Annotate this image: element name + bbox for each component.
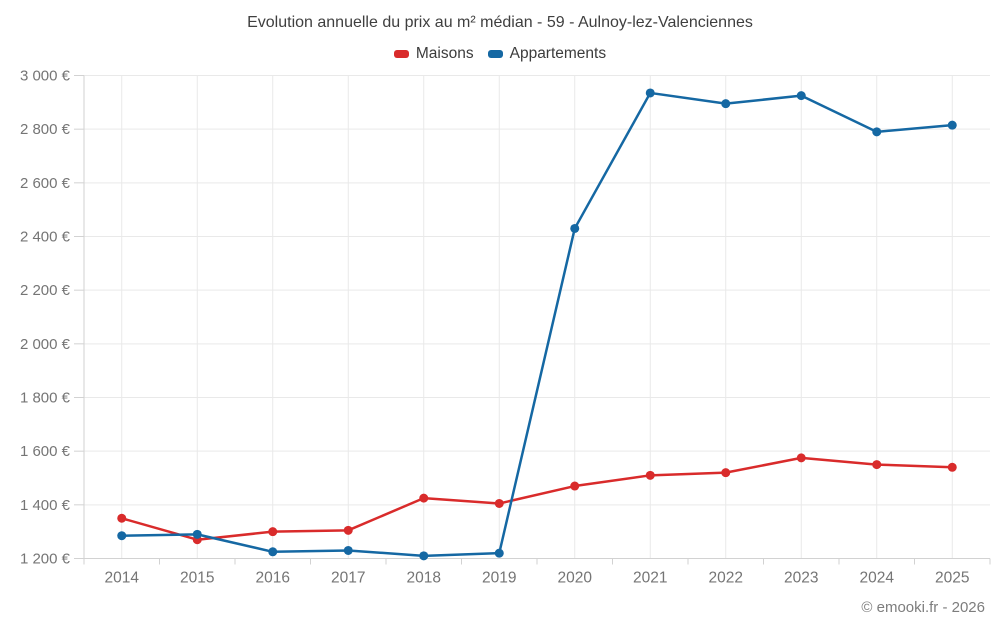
data-point-appartements[interactable] bbox=[494, 548, 504, 558]
x-tick-label: 2024 bbox=[860, 570, 895, 587]
legend-label-maisons: Maisons bbox=[415, 45, 474, 62]
data-point-maisons[interactable] bbox=[721, 468, 731, 478]
appartements-swatch-icon bbox=[487, 50, 503, 58]
legend-item-maisons[interactable]: Maisons bbox=[393, 45, 474, 63]
data-point-maisons[interactable] bbox=[872, 460, 882, 470]
chart-title: Evolution annuelle du prix au m² médian … bbox=[247, 14, 753, 31]
data-point-maisons[interactable] bbox=[419, 493, 429, 503]
x-tick-label: 2015 bbox=[180, 570, 214, 587]
data-point-appartements[interactable] bbox=[645, 88, 655, 98]
legend-label-appartements: Appartements bbox=[509, 45, 607, 62]
y-tick-label: 3 000 € bbox=[20, 68, 71, 85]
x-tick-label: 2016 bbox=[256, 570, 290, 587]
chart-legend: Maisons Appartements bbox=[0, 45, 1000, 63]
x-tick-label: 2017 bbox=[331, 570, 365, 587]
y-tick-label: 1 200 € bbox=[20, 551, 71, 568]
data-point-appartements[interactable] bbox=[192, 529, 202, 539]
data-point-maisons[interactable] bbox=[268, 527, 278, 537]
y-tick-label: 1 800 € bbox=[20, 390, 71, 407]
data-point-maisons[interactable] bbox=[947, 462, 957, 472]
y-tick-label: 2 400 € bbox=[20, 229, 71, 246]
data-point-appartements[interactable] bbox=[872, 127, 882, 137]
x-tick-label: 2022 bbox=[709, 570, 743, 587]
data-point-appartements[interactable] bbox=[721, 99, 731, 109]
maisons-swatch-icon bbox=[393, 50, 409, 58]
data-point-appartements[interactable] bbox=[947, 120, 957, 130]
x-tick-label: 2019 bbox=[482, 570, 516, 587]
data-point-maisons[interactable] bbox=[645, 470, 655, 480]
data-point-appartements[interactable] bbox=[117, 531, 127, 541]
x-tick-label: 2023 bbox=[784, 570, 818, 587]
y-tick-label: 2 600 € bbox=[20, 175, 71, 192]
series-line-maisons bbox=[120, 456, 954, 541]
x-tick-label: 2021 bbox=[633, 570, 667, 587]
y-tick-label: 1 400 € bbox=[20, 497, 71, 514]
series-line-appartements bbox=[120, 91, 954, 558]
y-tick-label: 1 600 € bbox=[20, 443, 71, 460]
x-tick-label: 2014 bbox=[105, 570, 140, 587]
data-point-appartements[interactable] bbox=[570, 223, 580, 233]
data-point-maisons[interactable] bbox=[796, 453, 806, 463]
data-point-appartements[interactable] bbox=[268, 547, 278, 557]
y-tick-label: 2 000 € bbox=[20, 336, 71, 353]
x-tick-label: 2025 bbox=[935, 570, 969, 587]
legend-item-appartements[interactable]: Appartements bbox=[487, 45, 607, 63]
data-point-maisons[interactable] bbox=[494, 498, 504, 508]
y-tick-label: 2 200 € bbox=[20, 282, 71, 299]
x-tick-label: 2018 bbox=[407, 570, 441, 587]
data-point-maisons[interactable] bbox=[117, 513, 127, 523]
y-tick-label: 2 800 € bbox=[20, 121, 71, 138]
data-point-maisons[interactable] bbox=[343, 525, 353, 535]
data-point-appartements[interactable] bbox=[796, 91, 806, 101]
footer-credit: © emooki.fr - 2026 bbox=[861, 599, 985, 616]
data-point-maisons[interactable] bbox=[570, 481, 580, 491]
data-point-appartements[interactable] bbox=[419, 551, 429, 561]
x-tick-label: 2020 bbox=[558, 570, 593, 587]
data-point-appartements[interactable] bbox=[343, 545, 353, 555]
